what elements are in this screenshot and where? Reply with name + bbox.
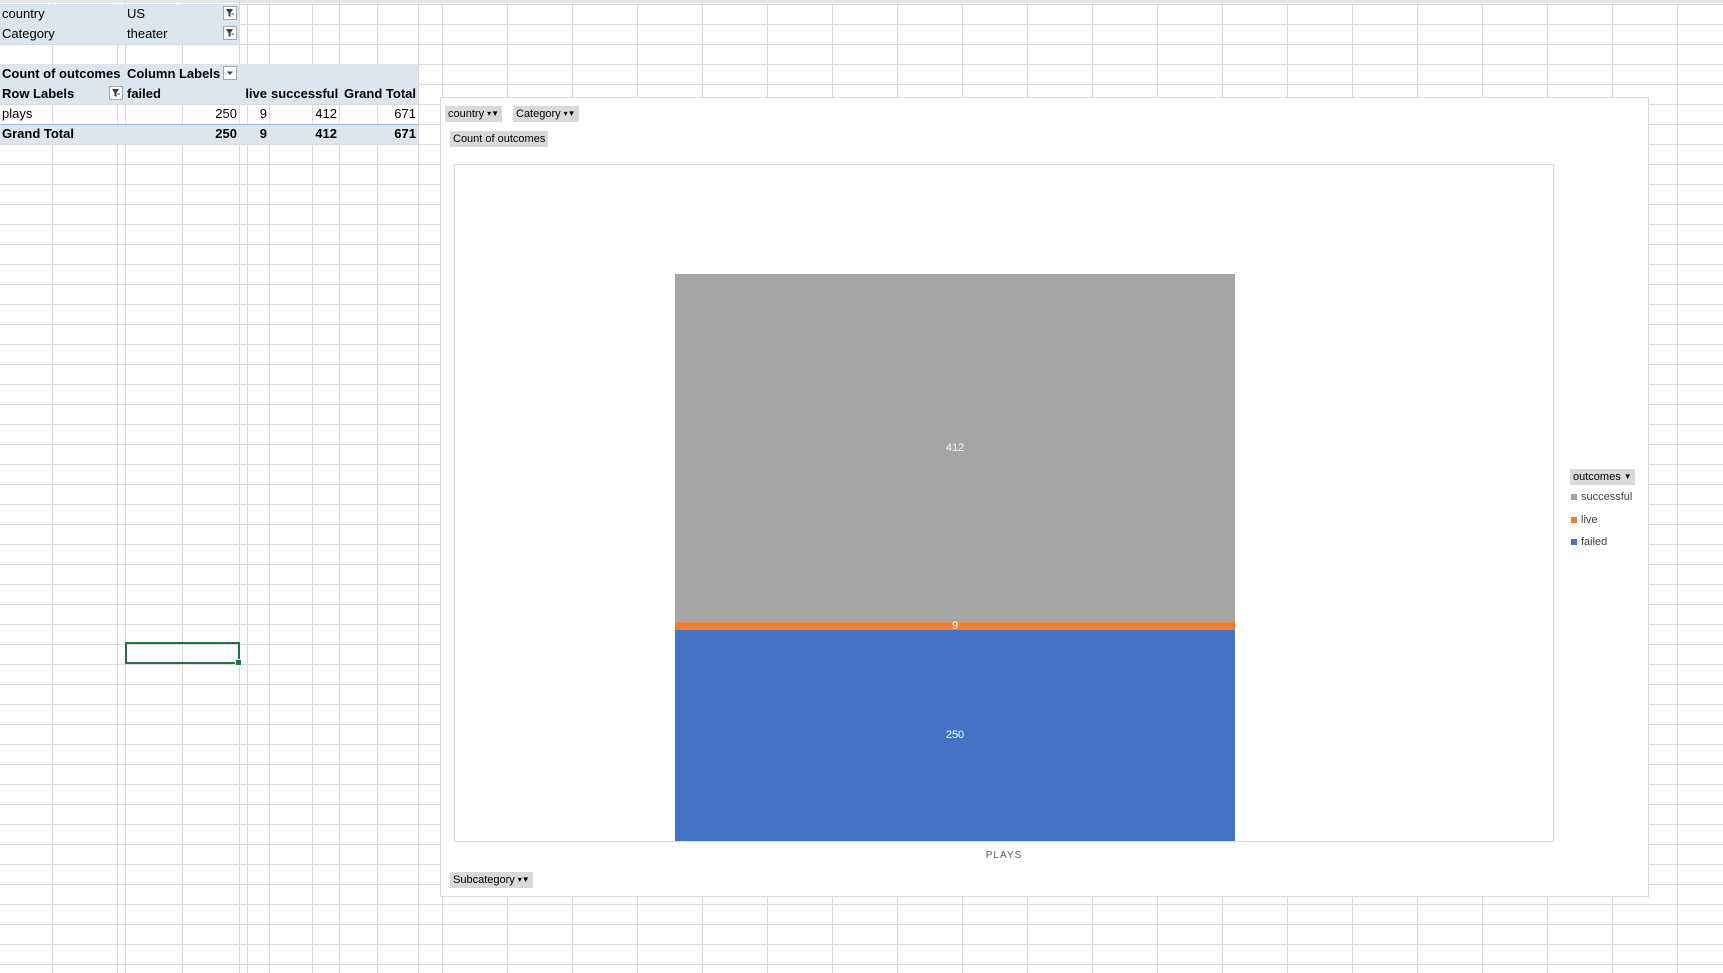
legend-label: successful — [1581, 491, 1633, 503]
filter-value[interactable]: US — [125, 4, 239, 24]
column-line — [269, 0, 270, 973]
table-cell[interactable]: 412 — [315, 106, 337, 121]
legend-swatch — [1571, 539, 1577, 546]
pivot-col-header: Grand Total — [344, 86, 416, 101]
chart-filter-button-category[interactable]: Category ▾▼ — [513, 106, 579, 122]
row-label[interactable]: plays — [2, 106, 33, 121]
pivot-col-header: successful — [271, 86, 339, 101]
filter-field-label: country — [0, 4, 125, 24]
bar-segment-live[interactable] — [675, 622, 1235, 630]
grand-total-band — [0, 124, 418, 144]
legend-item-failed[interactable]: failed — [1571, 535, 1607, 549]
dropdown-filter-icon: ▼ — [1623, 472, 1632, 482]
plot-area[interactable]: 250 9 412 — [454, 164, 1554, 842]
data-label-live: 9 — [951, 619, 959, 632]
filter-dropdown-icon[interactable] — [223, 26, 237, 40]
table-cell[interactable]: 250 — [215, 126, 237, 141]
table-cell[interactable]: 412 — [315, 126, 337, 141]
dropdown-filter-icon: ▾▼ — [487, 109, 500, 119]
button-label: Subcategory — [453, 874, 515, 886]
pivot-column-labels: Column Labels — [127, 66, 221, 81]
legend-item-live[interactable]: live — [1571, 513, 1598, 527]
button-label: Category — [516, 108, 561, 120]
sheet-top-edge — [0, 0, 1723, 3]
column-line — [418, 0, 419, 973]
column-line — [239, 0, 240, 973]
data-label-failed: 250 — [945, 729, 965, 742]
button-label: outcomes — [1573, 471, 1621, 483]
x-category-label: PLAYS — [985, 850, 1023, 861]
legend-swatch — [1571, 517, 1577, 524]
legend-label: failed — [1581, 536, 1608, 548]
data-labels-layer: 250 9 412 — [455, 165, 1553, 841]
column-labels-dropdown-icon[interactable] — [223, 66, 237, 80]
button-label: country — [448, 108, 485, 120]
table-cell[interactable]: 9 — [259, 126, 267, 141]
active-cell-cursor[interactable] — [125, 642, 242, 666]
table-cell[interactable]: 671 — [394, 106, 416, 121]
dropdown-filter-icon: ▾▼ — [563, 109, 576, 119]
pivot-row-labels: Row Labels — [2, 86, 75, 101]
chart-filter-button-country[interactable]: country ▾▼ — [445, 106, 503, 122]
legend-item-successful[interactable]: successful — [1571, 490, 1632, 504]
data-label-successful: 412 — [945, 442, 965, 455]
legend-field-button[interactable]: outcomes ▼ — [1570, 469, 1635, 485]
chart-value-button[interactable]: Count of outcomes — [450, 131, 549, 147]
pivot-col-header: live — [245, 86, 267, 101]
bars-svg — [675, 274, 1235, 841]
column-line — [125, 0, 126, 973]
row-labels-filter-icon[interactable] — [109, 86, 123, 100]
pivot-value-label: Count of outcomes — [2, 66, 121, 81]
dropdown-filter-icon: ▾▼ — [517, 875, 530, 885]
filter-value[interactable]: theater — [125, 24, 239, 44]
bar-segment-successful[interactable] — [675, 274, 1235, 623]
pivot-header-band — [0, 64, 418, 104]
legend-label: live — [1581, 514, 1598, 526]
filter-field-label: Category — [0, 24, 125, 44]
table-cell[interactable]: 671 — [394, 126, 416, 141]
row-label[interactable]: Grand Total — [2, 126, 74, 141]
bar-segment-failed[interactable] — [675, 629, 1235, 841]
chart-axis-field-button[interactable]: Subcategory ▾▼ — [450, 872, 533, 888]
pivot-chart[interactable]: country ▾▼ Category ▾▼ Count of outcomes 2… — [440, 97, 1649, 897]
table-cell[interactable]: 9 — [259, 106, 267, 121]
legend-swatch — [1571, 494, 1577, 501]
table-cell[interactable]: 250 — [215, 106, 237, 121]
pivot-col-header: failed — [127, 86, 161, 101]
column-line — [339, 0, 340, 973]
filter-dropdown-icon[interactable] — [223, 6, 237, 20]
